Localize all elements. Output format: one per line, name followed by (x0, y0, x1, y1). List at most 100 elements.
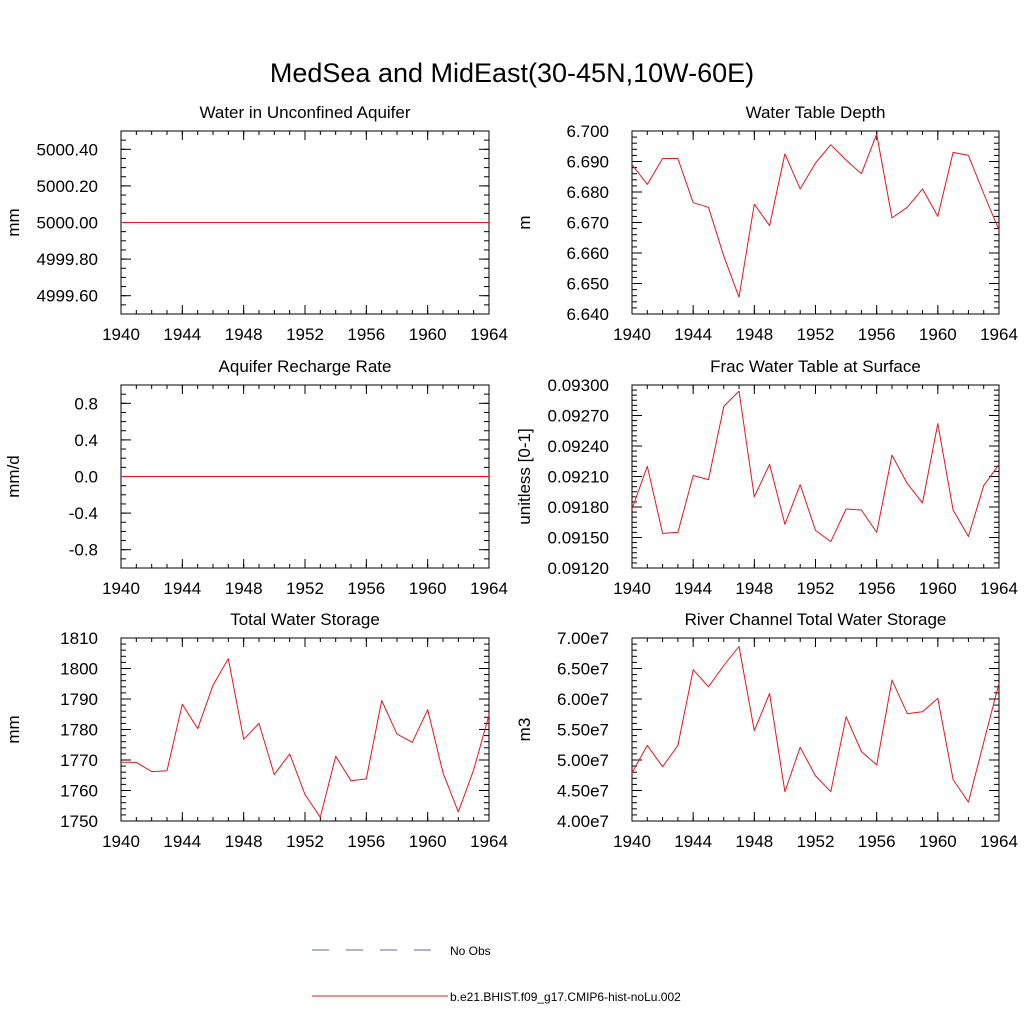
x-tick-label: 1944 (163, 325, 201, 344)
y-tick-label: 0.09120 (548, 559, 609, 578)
legend-label-model-run: b.e21.BHIST.f09_g17.CMIP6-hist-noLu.002 (450, 990, 681, 1004)
x-tick-label: 1952 (286, 325, 324, 344)
x-tick-label: 1952 (797, 579, 835, 598)
y-axis-label: mm (4, 715, 23, 743)
y-tick-label: 1760 (60, 782, 98, 801)
y-tick-label: 4.50e7 (557, 782, 609, 801)
panel-title: River Channel Total Water Storage (685, 610, 947, 629)
x-tick-label: 1940 (613, 832, 651, 851)
series-line (631, 133, 1000, 298)
series-line (631, 390, 1000, 543)
legend-label-no-obs: No Obs (450, 944, 491, 958)
y-tick-label: -0.4 (69, 504, 98, 523)
panel-3: Aquifer Recharge Rate mm/d 1940 1944 1948 195… (4, 357, 508, 598)
plot-frame (631, 130, 1000, 315)
y-tick-label: 0.4 (74, 431, 98, 450)
panel-title: Total Water Storage (230, 610, 380, 629)
x-tick-label: 1944 (163, 832, 201, 851)
x-tick-label: 1948 (225, 832, 263, 851)
y-tick-label: 5000.20 (37, 177, 98, 196)
y-tick-label: 1750 (60, 812, 98, 831)
panel-title: Water in Unconfined Aquifer (199, 103, 410, 122)
x-tick-label: 1948 (225, 579, 263, 598)
y-tick-label: 6.00e7 (557, 690, 609, 709)
x-tick-label: 1940 (613, 325, 651, 344)
x-tick-label: 1952 (797, 832, 835, 851)
x-tick-label: 1956 (858, 579, 896, 598)
x-tick-label: 1960 (409, 325, 447, 344)
y-tick-label: 1810 (60, 629, 98, 648)
y-tick-label: 1800 (60, 660, 98, 679)
x-tick-label: 1948 (735, 832, 773, 851)
y-axis-label: mm/d (4, 455, 23, 498)
x-tick-label: 1944 (674, 832, 712, 851)
plot-frame (631, 384, 1000, 569)
y-tick-label: 1790 (60, 690, 98, 709)
x-tick-label: 1940 (102, 832, 140, 851)
x-tick-label: 1944 (163, 579, 201, 598)
y-tick-label: 5.00e7 (557, 751, 609, 770)
x-tick-label: 1960 (919, 579, 957, 598)
y-tick-label: 6.50e7 (557, 660, 609, 679)
x-tick-label: 1944 (674, 579, 712, 598)
x-tick-label: 1956 (858, 325, 896, 344)
y-tick-label: 6.640 (566, 305, 609, 324)
y-tick-label: 0.09150 (548, 529, 609, 548)
x-tick-label: 1956 (347, 579, 385, 598)
x-tick-label: 1964 (980, 832, 1018, 851)
x-tick-label: 1964 (980, 325, 1018, 344)
y-tick-label: 6.700 (566, 122, 609, 141)
panel-6: River Channel Total Water Storage m3 1940 1… (515, 610, 1018, 851)
y-tick-label: 0.0 (74, 468, 98, 487)
x-tick-label: 1952 (286, 579, 324, 598)
y-tick-label: 5.50e7 (557, 721, 609, 740)
y-tick-label: 0.09300 (548, 376, 609, 395)
x-tick-label: 1956 (347, 832, 385, 851)
y-tick-label: 7.00e7 (557, 629, 609, 648)
y-tick-label: 0.09180 (548, 498, 609, 517)
legend-item-model-run: b.e21.BHIST.f09_g17.CMIP6-hist-noLu.002 (312, 990, 681, 1004)
y-tick-label: -0.8 (69, 541, 98, 560)
y-tick-label: 0.8 (74, 394, 98, 413)
x-tick-label: 1960 (409, 832, 447, 851)
x-tick-label: 1944 (674, 325, 712, 344)
x-tick-label: 1960 (919, 325, 957, 344)
y-tick-label: 6.670 (566, 214, 609, 233)
y-tick-label: 6.690 (566, 153, 609, 172)
y-tick-label: 1770 (60, 751, 98, 770)
y-tick-label: 1780 (60, 721, 98, 740)
y-tick-label: 0.09270 (548, 407, 609, 426)
legend-item-no-obs: No Obs (312, 944, 491, 958)
x-tick-label: 1940 (613, 579, 651, 598)
x-tick-label: 1960 (409, 579, 447, 598)
x-tick-label: 1964 (470, 579, 508, 598)
x-tick-label: 1948 (225, 325, 263, 344)
x-tick-label: 1956 (858, 832, 896, 851)
panel-4: Frac Water Table at Surface unitless [0-1… (515, 357, 1018, 598)
y-tick-label: 5000.00 (37, 214, 98, 233)
x-tick-label: 1964 (470, 832, 508, 851)
panel-2: Water Table Depth m 1940 1944 1948 1952 1956 19… (515, 103, 1018, 344)
x-tick-label: 1948 (735, 579, 773, 598)
y-tick-label: 4999.80 (37, 250, 98, 269)
panel-title: Aquifer Recharge Rate (219, 357, 392, 376)
y-axis-label: m (515, 215, 534, 229)
y-tick-label: 6.680 (566, 183, 609, 202)
x-tick-label: 1948 (735, 325, 773, 344)
y-axis-label: m3 (515, 718, 534, 742)
x-tick-label: 1940 (102, 579, 140, 598)
figure-title: MedSea and MidEast(30-45N,10W-60E) (270, 58, 754, 88)
y-tick-label: 0.09210 (548, 468, 609, 487)
x-tick-label: 1952 (797, 325, 835, 344)
y-tick-label: 4.00e7 (557, 812, 609, 831)
x-tick-label: 1964 (980, 579, 1018, 598)
y-axis-label: mm (4, 208, 23, 236)
panel-title: Frac Water Table at Surface (710, 357, 921, 376)
series-line (120, 658, 490, 818)
x-tick-label: 1940 (102, 325, 140, 344)
panel-5: Total Water Storage mm 1940 1944 1948 1952 195… (4, 610, 508, 851)
legend: No Obs b.e21.BHIST.f09_g17.CMIP6-hist-no… (312, 944, 681, 1004)
panel-1: Water in Unconfined Aquifer mm 1940 1944 194… (4, 103, 508, 344)
y-tick-label: 0.09240 (548, 437, 609, 456)
